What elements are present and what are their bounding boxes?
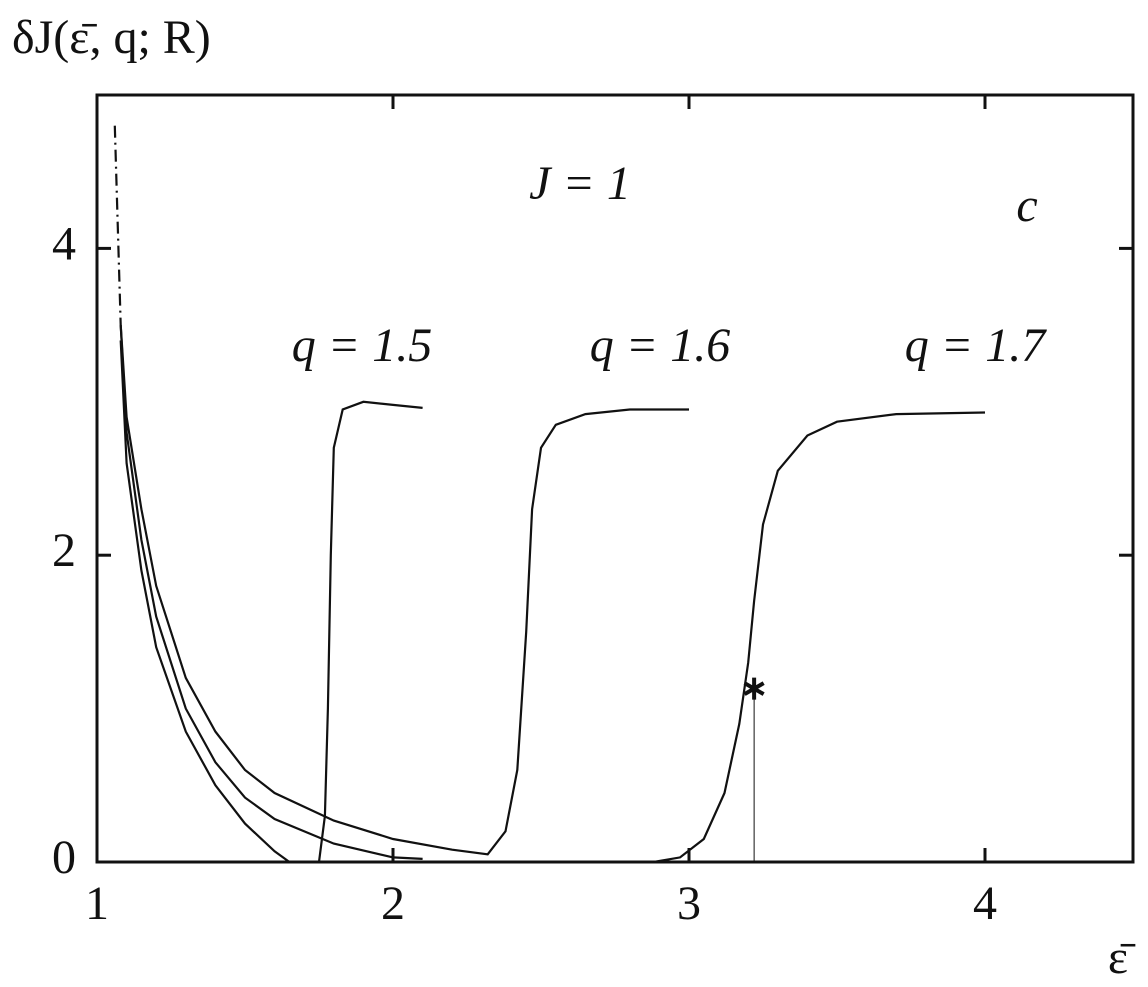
x-tick-label: 1	[85, 877, 109, 930]
y-tick-label: 4	[52, 217, 76, 270]
y-tick-label: 2	[52, 524, 76, 577]
plot-frame	[95, 93, 1135, 864]
x-axis-label: ε̄	[1108, 931, 1136, 984]
curve	[113, 125, 122, 326]
annotation: q = 1.6	[590, 319, 730, 372]
x-tick-label: 2	[381, 877, 405, 930]
curve	[119, 340, 423, 863]
annotation: q = 1.5	[292, 319, 432, 372]
y-tick-label: 0	[52, 831, 76, 884]
y-axis-label: δJ(ε̄, q; R)	[12, 11, 211, 64]
x-tick-label: 3	[677, 877, 701, 930]
annotation: J = 1	[529, 157, 631, 210]
annotation: c	[1016, 179, 1037, 232]
x-tick-label: 4	[973, 877, 997, 930]
curve	[119, 325, 986, 864]
star-marker	[743, 677, 765, 700]
curve	[119, 325, 689, 856]
annotation: q = 1.7	[905, 319, 1047, 372]
